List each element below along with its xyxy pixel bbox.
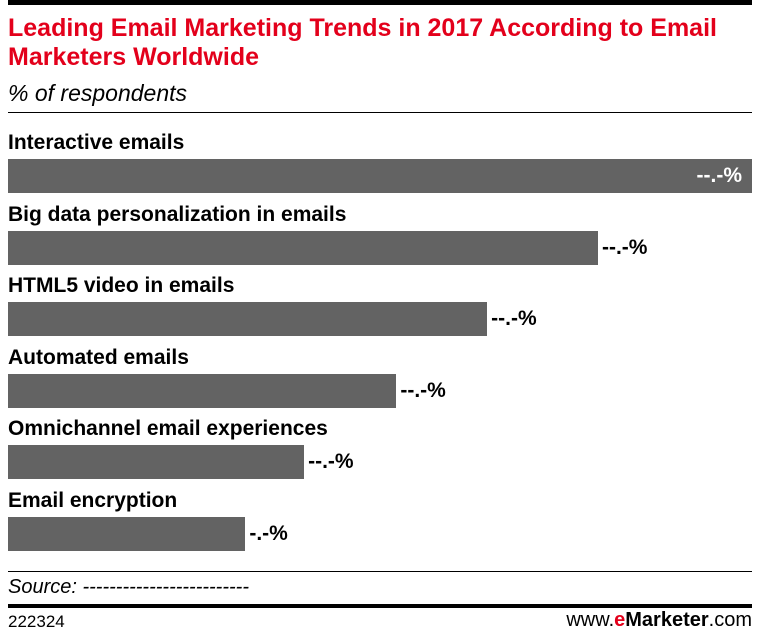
data-label: --.-%	[696, 164, 743, 187]
header-divider	[8, 112, 752, 113]
brand-name: Marketer	[625, 609, 709, 631]
brand-e: e	[614, 609, 626, 631]
brand-suffix: .com	[708, 609, 752, 631]
bottom-rule	[8, 604, 752, 608]
data-label: --.-%	[601, 235, 648, 259]
brand-prefix: www.	[566, 609, 615, 631]
chart-subtitle: % of respondents	[8, 80, 188, 106]
top-rule	[8, 0, 752, 5]
category-label: Omnichannel email experiences	[8, 417, 328, 440]
category-label: HTML5 video in emails	[8, 274, 235, 297]
source-divider	[8, 571, 752, 572]
bar	[8, 445, 305, 479]
category-label: Automated emails	[8, 345, 189, 369]
source-note: Source: -------------------------	[8, 576, 249, 598]
emarketer-logo[interactable]: www.eMarketer.com	[566, 609, 752, 632]
bar	[8, 230, 598, 265]
chart-id: 222324	[8, 612, 65, 631]
chart-title: Leading Email Marketing Trends in 2017 A…	[8, 14, 717, 71]
data-label: --.-%	[491, 307, 537, 330]
data-label: --.-%	[400, 378, 446, 402]
bar	[8, 159, 752, 193]
data-label: --.-%	[308, 450, 354, 473]
bar	[8, 302, 488, 336]
bar	[8, 516, 246, 551]
bar	[8, 373, 397, 408]
data-label: -.-%	[249, 521, 288, 545]
category-label: Interactive emails	[8, 131, 185, 154]
category-label: Big data personalization in emails	[8, 202, 347, 226]
category-label: Email encryption	[8, 488, 178, 512]
